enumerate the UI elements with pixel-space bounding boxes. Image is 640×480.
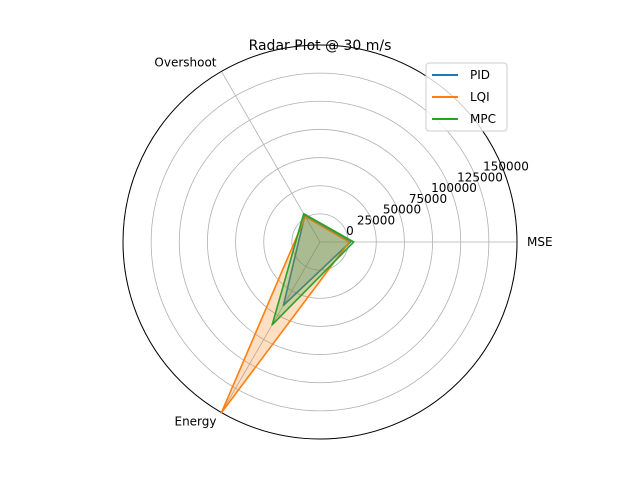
series-line-lqi — [220, 215, 351, 414]
outer-frame — [122, 44, 518, 440]
legend-label-pid: PID — [470, 68, 490, 82]
r-tick-label-5: 125000 — [457, 170, 503, 184]
series-line-mpc — [271, 212, 355, 326]
category-label-energy: Energy — [174, 414, 216, 428]
category-label-mse: MSE — [527, 235, 553, 249]
series-layer — [220, 212, 355, 414]
legend-label-lqi: LQI — [470, 90, 490, 104]
legend-frame — [425, 62, 508, 132]
chart-title: Radar Plot @ 30 m/s — [249, 38, 392, 54]
r-tick-label-3: 75000 — [409, 192, 447, 206]
r-tick-label-1: 25000 — [357, 213, 395, 227]
r-tick-label-6: 150000 — [483, 160, 529, 174]
legend: PID LQI MPC — [425, 62, 508, 132]
legend-label-mpc: MPC — [470, 112, 496, 126]
category-label-overshoot: Overshoot — [154, 56, 216, 70]
spoke-2 — [221, 241, 321, 413]
series-fill-mpc — [272, 213, 354, 325]
r-tick-label-2: 50000 — [383, 203, 421, 217]
r-tick-label-0: 0 — [346, 224, 354, 238]
series-fill-lqi — [221, 216, 350, 413]
category-labels: MSE Overshoot Energy — [154, 56, 552, 429]
r-tick-label-4: 100000 — [431, 181, 477, 195]
